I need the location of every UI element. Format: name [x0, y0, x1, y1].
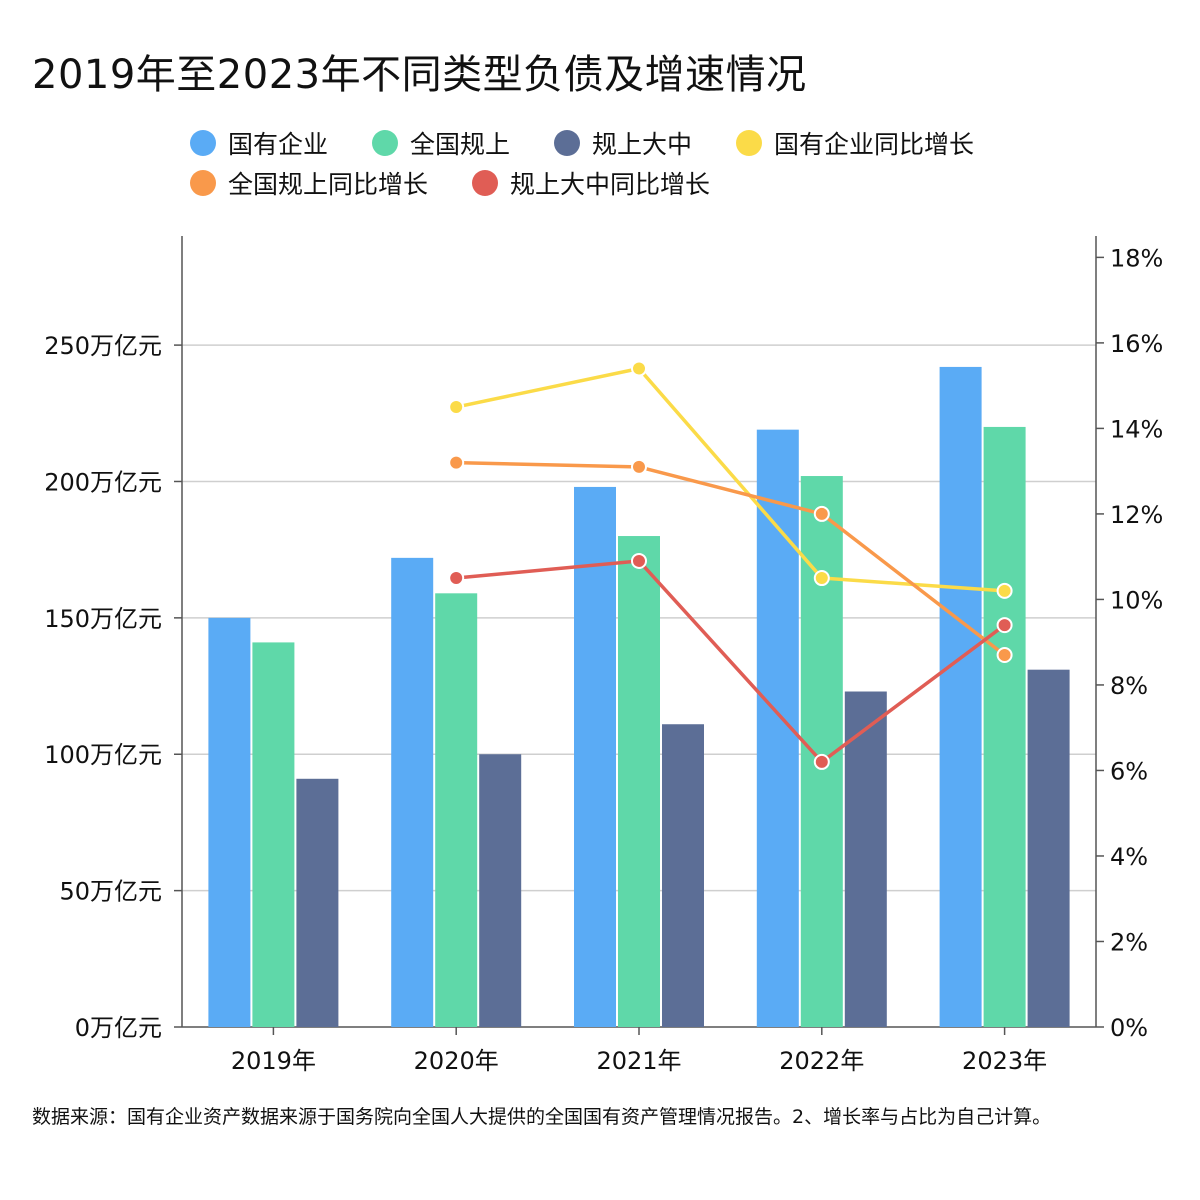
y-left-tick-label: 250万亿元	[44, 332, 162, 360]
line-point	[813, 753, 830, 770]
line-point	[813, 505, 830, 522]
legend-swatch	[736, 130, 763, 156]
y-right-tick-label: 0%	[1110, 1014, 1148, 1042]
legend-label: 全国规上同比增长	[228, 170, 429, 199]
legend-swatch	[554, 130, 581, 156]
line-point	[996, 647, 1013, 664]
y-right-tick-label: 2%	[1110, 928, 1148, 956]
legend-item[interactable]: 国有企业	[190, 128, 329, 159]
legend-swatch	[190, 170, 216, 196]
x-tick-label: 2021年	[596, 1047, 681, 1075]
x-tick-label: 2022年	[779, 1047, 864, 1075]
line-point	[631, 552, 647, 569]
line-point	[631, 458, 647, 475]
bar	[939, 366, 982, 1027]
legend-item[interactable]: 规上大中同比增长	[472, 168, 711, 199]
y-right-tick-label: 4%	[1110, 843, 1148, 871]
combo-chart: 0万亿元 50万亿元 100万亿元 150万亿元 200万亿元 250万亿元 0% 2% 4% 6…	[44, 236, 1163, 1075]
legend-label: 规上大中同比增长	[510, 170, 711, 199]
bar	[479, 754, 522, 1027]
bar	[391, 557, 434, 1027]
legend-item[interactable]: 规上大中	[554, 128, 693, 159]
x-tick-label: 2019年	[231, 1047, 316, 1075]
bar	[208, 617, 251, 1027]
line-point	[996, 617, 1013, 634]
y-left-tick-label: 150万亿元	[44, 605, 162, 633]
bar	[574, 486, 616, 1027]
legend-label: 规上大中	[592, 130, 693, 159]
series-line	[456, 559, 1006, 764]
y-right-tick-label: 12%	[1110, 501, 1163, 529]
legend-item[interactable]: 全国规上	[372, 128, 511, 159]
bar	[983, 426, 1026, 1027]
y-left-tick-label: 100万亿元	[44, 741, 162, 769]
line-point	[448, 454, 465, 471]
y-right-tick-label: 18%	[1110, 244, 1163, 272]
y-left-tick-label: 200万亿元	[44, 468, 162, 496]
footnote: 数据来源：国有企业资产数据来源于国务院向全国人大提供的全国国有资产管理情况报告。…	[32, 1106, 1052, 1128]
bar	[435, 593, 478, 1027]
bar	[252, 642, 295, 1027]
bar	[844, 691, 887, 1027]
chart-title: 2019年至2023年不同类型负债及增速情况	[32, 52, 807, 98]
legend-swatch	[190, 130, 216, 156]
line-point	[996, 582, 1013, 599]
legend: 国有企业 全国规上 规上大中 国有企业同比增长全国规上同比增长 规上大中同比增长	[190, 128, 1090, 199]
legend-label: 国有企业	[228, 130, 329, 159]
x-tick-label: 2023年	[962, 1047, 1047, 1075]
legend-item[interactable]: 全国规上同比增长	[190, 168, 429, 199]
legend-swatch	[472, 170, 499, 196]
legend-label: 国有企业同比增长	[774, 130, 975, 159]
y-right-tick-label: 8%	[1110, 672, 1148, 700]
y-left-tick-label: 0万亿元	[75, 1014, 162, 1042]
series-line	[455, 366, 1005, 593]
legend-label: 全国规上	[410, 130, 511, 159]
line-point	[448, 399, 465, 416]
y-left-tick-label: 50万亿元	[59, 878, 162, 906]
bar	[662, 724, 704, 1027]
x-tick-label: 2020年	[414, 1047, 499, 1075]
legend-swatch	[372, 130, 399, 156]
bar	[1027, 669, 1070, 1027]
y-right-tick-label: 10%	[1110, 586, 1163, 614]
line-point	[631, 360, 647, 377]
y-right-tick-label: 14%	[1110, 415, 1163, 443]
y-right-tick-label: 6%	[1110, 757, 1148, 785]
line-point	[448, 570, 465, 587]
y-right-tick-label: 16%	[1110, 330, 1163, 358]
bar	[618, 536, 660, 1027]
line-point	[813, 570, 830, 587]
series-line	[456, 460, 1006, 657]
legend-item[interactable]: 国有企业同比增长	[736, 128, 975, 159]
bar	[296, 778, 339, 1027]
